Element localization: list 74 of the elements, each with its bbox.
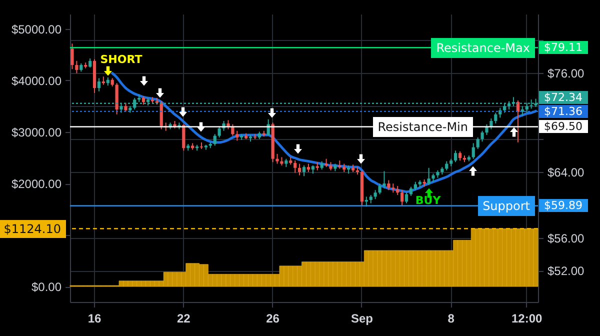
annotation: Support: [478, 196, 535, 216]
y2-tick-label: $2000.00: [11, 177, 62, 192]
y-tick-label: $52.00: [548, 264, 585, 278]
candlestick: [160, 100, 163, 130]
bar: [533, 228, 538, 287]
candlestick: [236, 130, 239, 142]
bar: [368, 250, 374, 287]
x-tick-label: 26: [266, 312, 280, 326]
candlestick: [458, 150, 462, 161]
bar: [417, 250, 422, 287]
bar: [261, 274, 266, 287]
bar: [221, 274, 226, 287]
bar: [480, 228, 485, 287]
candlestick: [382, 170, 386, 189]
x-tick-label: 16: [88, 312, 102, 326]
bar: [310, 262, 316, 287]
bar: [520, 228, 525, 287]
ref-line-label: $59.89: [539, 199, 588, 212]
y2-tick-label: $4000.00: [11, 74, 62, 88]
bar: [524, 228, 530, 287]
candlestick: [302, 164, 306, 177]
ref-line-label: $69.50: [539, 120, 588, 134]
candlestick: [182, 124, 186, 152]
candlestick: [218, 126, 221, 138]
y2-tick-label: $5000.00: [11, 22, 62, 36]
candlestick: [374, 190, 377, 200]
candlestick: [476, 136, 480, 150]
ref-line-label: $1124.10: [0, 220, 66, 238]
annotation: Resistance-Min: [372, 116, 473, 137]
candlestick: [409, 186, 413, 196]
bar: [168, 272, 173, 287]
candlestick: [387, 180, 390, 191]
candlestick: [70, 43, 74, 70]
bar: [154, 280, 160, 287]
annotation: SHORT: [100, 52, 142, 66]
annotation: Resistance-Max: [431, 38, 535, 58]
bar: [212, 274, 218, 287]
y2-tick-label: $0.00: [31, 280, 62, 294]
x-tick-label: 22: [176, 312, 191, 326]
bar: [364, 250, 369, 287]
y2-tick-label: $3000.00: [11, 125, 62, 140]
bar: [470, 228, 476, 287]
candlestick: [454, 150, 458, 163]
candlestick: [124, 102, 128, 112]
candlestick: [427, 167, 430, 186]
bar: [377, 250, 382, 287]
ref-line-label: $72.34: [539, 90, 588, 104]
candlestick: [480, 130, 484, 142]
candlestick: [88, 58, 92, 68]
y-tick-label: $56.00: [548, 231, 585, 246]
x-tick-label: 8: [448, 312, 455, 326]
candlestick: [97, 78, 101, 92]
candlestick: [298, 163, 302, 176]
bar: [270, 274, 276, 287]
candlestick: [494, 112, 498, 124]
candlestick: [276, 153, 279, 164]
y-tick-label: $76.00: [548, 66, 585, 81]
bar: [314, 262, 320, 287]
candlestick: [392, 183, 395, 194]
candlestick: [404, 192, 408, 204]
candlestick: [400, 190, 404, 206]
candlestick: [213, 134, 216, 146]
candlestick: [294, 160, 297, 174]
x-tick-label: 12:00: [512, 312, 543, 326]
candlestick: [75, 60, 78, 74]
bar: [426, 250, 432, 287]
annotation: BUY: [415, 194, 441, 208]
candlestick: [378, 183, 382, 195]
x-tick-label: Sep: [350, 312, 373, 326]
y-tick-label: $64.00: [548, 165, 585, 180]
candlestick: [472, 142, 475, 160]
bar: [324, 262, 329, 287]
ref-line-label: $79.11: [539, 41, 588, 54]
ref-line-label: $71.36: [539, 104, 588, 118]
